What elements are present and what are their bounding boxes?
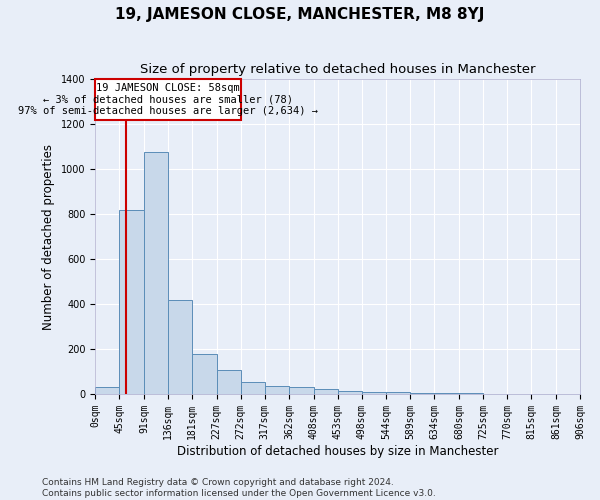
Text: 19, JAMESON CLOSE, MANCHESTER, M8 8YJ: 19, JAMESON CLOSE, MANCHESTER, M8 8YJ [115,8,485,22]
Bar [362,392,386,394]
Bar [386,392,410,394]
Bar [241,382,265,394]
Bar [119,210,144,394]
Bar [144,152,168,394]
FancyBboxPatch shape [95,80,241,120]
Bar [217,370,241,394]
Bar [289,387,314,394]
Title: Size of property relative to detached houses in Manchester: Size of property relative to detached ho… [140,62,535,76]
Bar [338,390,362,394]
Bar [192,354,217,394]
Bar [314,390,338,394]
Bar [434,393,459,394]
Text: Contains HM Land Registry data © Crown copyright and database right 2024.
Contai: Contains HM Land Registry data © Crown c… [42,478,436,498]
Y-axis label: Number of detached properties: Number of detached properties [42,144,55,330]
Text: 19 JAMESON CLOSE: 58sqm
← 3% of detached houses are smaller (78)
97% of semi-det: 19 JAMESON CLOSE: 58sqm ← 3% of detached… [18,83,318,116]
Bar [265,386,289,394]
Bar [95,387,119,394]
Bar [410,393,434,394]
Bar [168,300,192,394]
X-axis label: Distribution of detached houses by size in Manchester: Distribution of detached houses by size … [177,444,499,458]
